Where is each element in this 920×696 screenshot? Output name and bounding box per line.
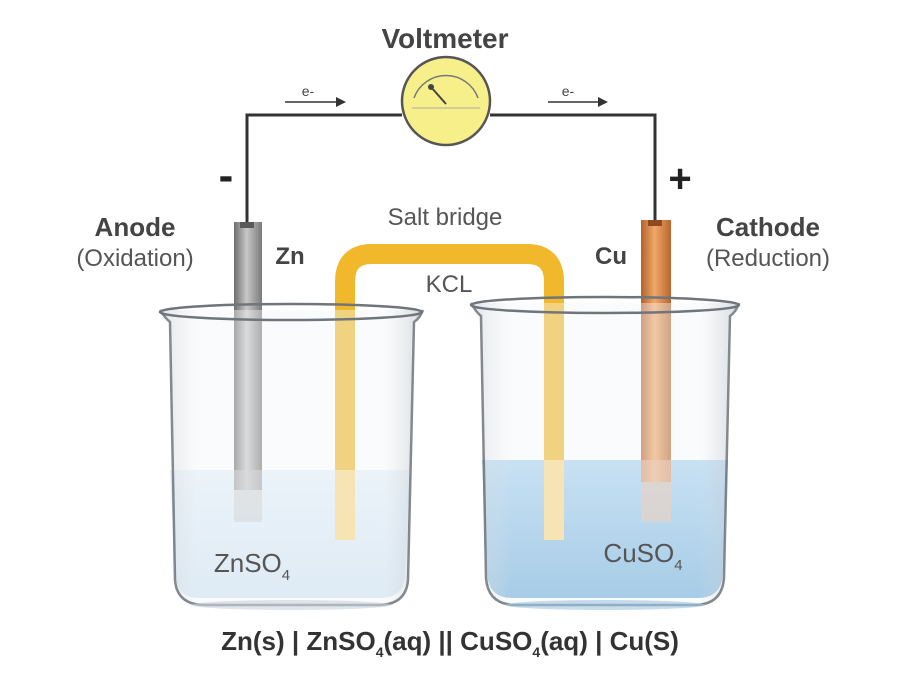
positive-terminal-sign: + [668,157,691,201]
right-solution-label: CuSO4 [603,538,682,574]
negative-terminal-sign: - [219,151,234,200]
anode-metal-label: Zn [275,243,304,270]
cell-notation: Zn(s) | ZnSO4(aq) || CuSO4(aq) | Cu(S) [221,626,679,660]
electron-flow-arrow-left: e- [285,83,346,107]
voltmeter-title: Voltmeter [381,23,508,54]
electron-flow-arrow-right: e- [548,83,608,107]
anode-subtitle: (Oxidation) [76,245,193,272]
cathode-title: Cathode [716,212,820,242]
svg-text:e-: e- [562,83,575,99]
salt-bridge-tube [335,244,564,540]
anode-title: Anode [95,212,176,242]
left-solution-label: ZnSO4 [214,548,290,584]
svg-text:e-: e- [302,83,315,99]
voltmeter-icon [400,55,492,147]
salt-bridge-compound: KCL [426,271,473,298]
salt-bridge-title: Salt bridge [388,204,503,231]
cathode-subtitle: (Reduction) [706,245,830,272]
left-beaker [158,302,425,610]
cathode-metal-label: Cu [595,243,627,270]
right-beaker [469,295,741,610]
circuit-wire [245,113,657,225]
